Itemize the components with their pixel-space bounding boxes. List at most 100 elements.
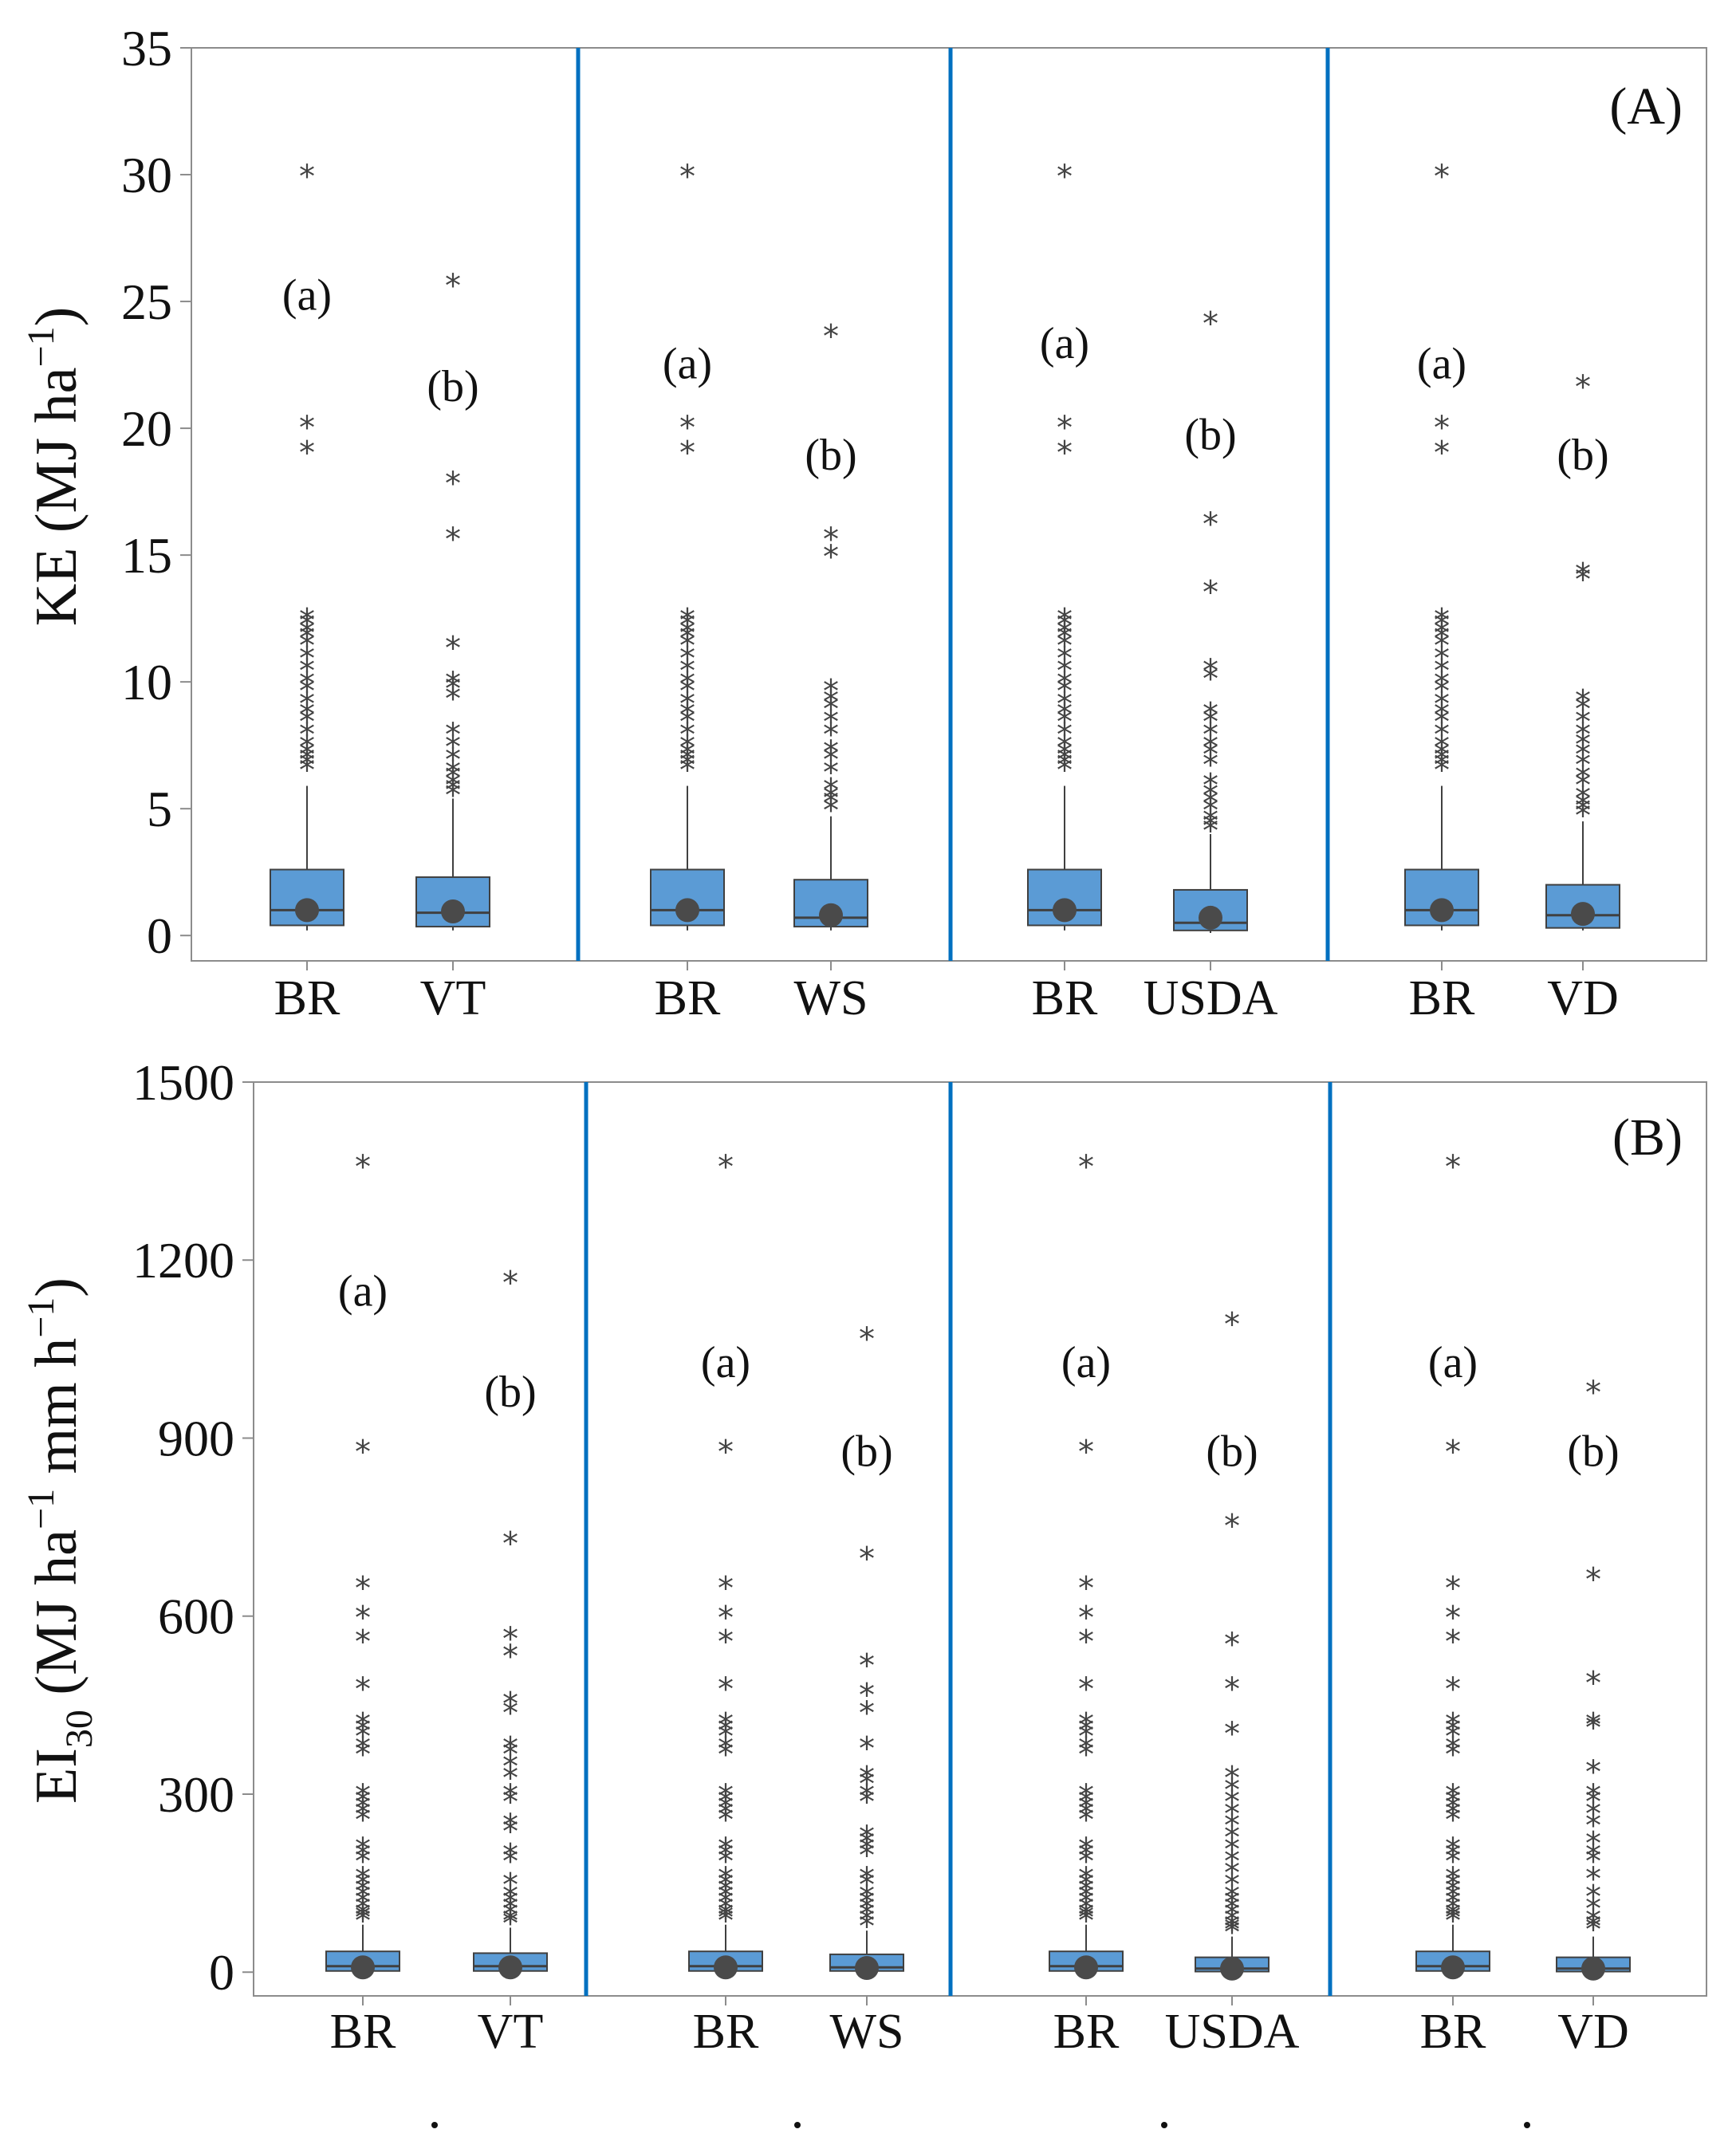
y-tick-label: 20: [121, 400, 172, 457]
outlier-point: *: [1445, 1719, 1461, 1756]
outlier-point: *: [445, 666, 461, 703]
outlier-point: *: [1224, 1856, 1240, 1892]
outlier-point: *: [718, 1900, 734, 1937]
outlier-point: *: [299, 704, 315, 741]
outlier-point: *: [1575, 788, 1591, 825]
outlier-point: *: [1585, 1778, 1601, 1815]
outlier-point: *: [1434, 666, 1450, 703]
outlier-point: *: [1575, 562, 1591, 599]
mean-dot: [1441, 1955, 1465, 1980]
outlier-point: *: [299, 653, 315, 690]
box-usda: ***********************(b)USDA: [1165, 1306, 1300, 2059]
significance-letter: (a): [1417, 339, 1466, 388]
outlier-point: *: [1203, 696, 1218, 733]
outlier-point: *: [718, 1879, 734, 1915]
outlier-point: *: [1575, 704, 1591, 741]
outlier-point: *: [1078, 1784, 1094, 1820]
outlier-point: *: [1203, 506, 1218, 543]
outlier-point: *: [718, 1713, 734, 1749]
significance-letter: (b): [1557, 431, 1608, 480]
outlier-point: *: [355, 1832, 371, 1868]
x-category-label: WS: [830, 2005, 904, 2059]
outlier-point: *: [1057, 747, 1073, 784]
outlier-point: *: [1224, 1820, 1240, 1856]
outlier-point: *: [823, 704, 839, 741]
mean-dot: [1074, 1955, 1098, 1980]
outlier-point: *: [718, 1434, 734, 1470]
outlier-point: *: [1203, 730, 1218, 766]
mean-dot: [1581, 1956, 1605, 1981]
outlier-point: *: [1203, 704, 1218, 741]
outlier-point: *: [718, 1897, 734, 1934]
outlier-point: *: [1434, 696, 1450, 733]
outlier-point: *: [1078, 1796, 1094, 1832]
bottom-dot: [1524, 2122, 1530, 2128]
outlier-point: *: [1057, 159, 1073, 195]
outlier-point: *: [1057, 616, 1073, 652]
mean-dot: [819, 903, 843, 927]
outlier-point: *: [1434, 620, 1450, 657]
outlier-point: *: [1585, 1754, 1601, 1791]
panel-b-y-axis-title: EI30 (MJ ha−1 mm h−1): [20, 1277, 100, 1804]
outlier-point: *: [1575, 737, 1591, 773]
outlier-point: *: [1445, 1897, 1461, 1934]
x-category-label: VD: [1547, 971, 1619, 1025]
outlier-point: *: [859, 1879, 875, 1915]
x-category-label: BR: [655, 971, 721, 1025]
outlier-point: *: [1445, 1149, 1461, 1186]
y-tick-label: 10: [121, 654, 172, 710]
outlier-point: *: [299, 674, 315, 710]
outlier-point: *: [1057, 752, 1073, 789]
outlier-point: *: [1445, 1737, 1461, 1773]
outlier-point: *: [1445, 1713, 1461, 1749]
x-category-label: BR: [330, 2005, 396, 2059]
outlier-point: *: [859, 1820, 875, 1856]
outlier-point: *: [355, 1873, 371, 1910]
outlier-point: *: [679, 620, 695, 657]
outlier-point: *: [502, 1903, 518, 1939]
outlier-point: *: [718, 1600, 734, 1637]
outlier-point: *: [1057, 687, 1073, 723]
panel-b-ei30: EI30 (MJ ha−1 mm h−1) (B) 0 300 600 900 1200…: [20, 1054, 1707, 2059]
outlier-point: *: [1585, 1808, 1601, 1844]
y-tick-label: 25: [121, 274, 172, 330]
box-br: ****************************(a)BR: [688, 1149, 763, 2059]
outlier-point: *: [1224, 1868, 1240, 1904]
outlier-point: *: [355, 1844, 371, 1880]
outlier-point: *: [502, 1749, 518, 1785]
outlier-point: *: [1434, 742, 1450, 779]
outlier-point: *: [502, 1730, 518, 1767]
outlier-point: *: [1224, 1784, 1240, 1820]
outlier-point: *: [718, 1873, 734, 1910]
significance-letter: (b): [1567, 1427, 1619, 1476]
outlier-point: *: [1203, 793, 1218, 829]
outlier-point: *: [502, 1885, 518, 1922]
outlier-point: *: [1057, 653, 1073, 690]
outlier-point: *: [1445, 1796, 1461, 1832]
outlier-point: *: [1445, 1434, 1461, 1470]
box-vt: ***********************(b)VT: [473, 1265, 548, 2059]
outlier-point: *: [355, 1885, 371, 1922]
outlier-point: *: [1224, 1903, 1240, 1939]
mean-dot: [351, 1955, 375, 1980]
outlier-point: *: [1445, 1624, 1461, 1661]
outlier-point: *: [859, 1778, 875, 1815]
outlier-point: *: [823, 674, 839, 710]
outlier-point: *: [1078, 1879, 1094, 1915]
outlier-point: *: [1224, 1773, 1240, 1809]
outlier-point: *: [823, 691, 839, 728]
box-vt: ***************(b)VT: [415, 268, 490, 1025]
outlier-point: *: [1078, 1891, 1094, 1927]
outlier-point: *: [718, 1832, 734, 1868]
outlier-point: *: [1434, 608, 1450, 644]
outlier-point: *: [1078, 1790, 1094, 1827]
outlier-point: *: [1445, 1891, 1461, 1927]
outlier-point: *: [1445, 1879, 1461, 1915]
outlier-point: *: [718, 1571, 734, 1608]
outlier-point: *: [718, 1671, 734, 1708]
outlier-point: *: [445, 717, 461, 754]
outlier-point: *: [355, 1149, 371, 1186]
outlier-point: *: [502, 1897, 518, 1934]
outlier-point: *: [718, 1891, 734, 1927]
outlier-point: *: [679, 704, 695, 741]
